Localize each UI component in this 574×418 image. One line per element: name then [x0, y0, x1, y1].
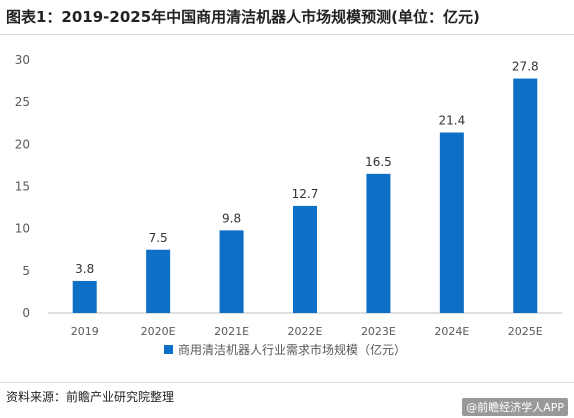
y-tick-label: 15 — [15, 180, 30, 194]
y-tick-label: 30 — [15, 53, 30, 67]
data-label: 3.8 — [75, 262, 94, 276]
data-label: 27.8 — [512, 60, 539, 74]
bar-2020E — [146, 249, 171, 313]
y-tick-label: 5 — [22, 264, 30, 278]
data-labels: 3.8 7.5 9.8 12.7 16.5 21.4 27.8 — [75, 60, 538, 276]
legend-swatch — [164, 345, 173, 354]
legend: 商用清洁机器人行业需求市场规模（亿元） — [164, 342, 406, 357]
x-tick-label: 2022E — [288, 325, 323, 338]
watermark: @前瞻经济学人APP — [462, 398, 568, 416]
x-tick-label: 2024E — [434, 325, 469, 338]
source-note: 资料来源：前瞻产业研究院整理 — [6, 390, 175, 404]
data-label: 21.4 — [438, 114, 465, 128]
x-tick-label: 2023E — [361, 325, 396, 338]
x-tick-label: 2020E — [141, 325, 176, 338]
data-label: 7.5 — [149, 231, 168, 245]
data-label: 16.5 — [365, 155, 392, 169]
y-tick-label: 20 — [15, 137, 30, 151]
bar-2021E — [219, 230, 244, 313]
bar-2023E — [366, 173, 391, 313]
bars — [72, 78, 538, 313]
x-axis: 2019 2020E 2021E 2022E 2023E 2024E 2025E — [71, 325, 543, 338]
y-tick-label: 0 — [22, 306, 30, 320]
title-divider — [0, 34, 574, 35]
x-tick-label: 2019 — [71, 325, 99, 338]
bar-2022E — [293, 205, 317, 313]
y-tick-label: 25 — [15, 95, 30, 109]
bar-chart: 0 5 10 15 20 25 30 3.8 7.5 9.8 12.7 16.5 21.4 27.8 2… — [15, 53, 562, 357]
x-tick-label: 2021E — [214, 325, 249, 338]
chart-title: 图表1：2019-2025年中国商用清洁机器人市场规模预测(单位：亿元) — [6, 8, 480, 26]
source-divider — [0, 382, 574, 383]
bar-2024E — [439, 132, 464, 313]
legend-label: 商用清洁机器人行业需求市场规模（亿元） — [178, 342, 406, 357]
bar-2019 — [72, 280, 97, 313]
y-tick-label: 10 — [15, 222, 30, 236]
y-axis: 0 5 10 15 20 25 30 — [15, 53, 30, 320]
x-tick-label: 2025E — [508, 325, 543, 338]
bar-2025E — [513, 78, 538, 313]
data-label: 12.7 — [292, 187, 319, 201]
data-label: 9.8 — [222, 211, 241, 225]
